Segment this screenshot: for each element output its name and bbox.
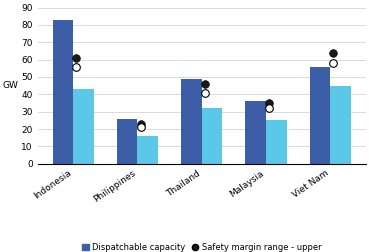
Bar: [117, 119, 138, 164]
Bar: [138, 136, 158, 164]
Bar: [310, 67, 330, 164]
Bar: [53, 20, 73, 164]
Bar: [181, 79, 202, 164]
Bar: [73, 89, 94, 164]
Y-axis label: GW: GW: [2, 81, 18, 90]
Bar: [245, 101, 266, 164]
Bar: [202, 108, 222, 164]
Bar: [266, 120, 287, 164]
Legend: Dispatchable capacity, Peak demand, Safety margin range - upper, Safety margin r: Dispatchable capacity, Peak demand, Safe…: [82, 243, 322, 252]
Bar: [330, 86, 351, 164]
